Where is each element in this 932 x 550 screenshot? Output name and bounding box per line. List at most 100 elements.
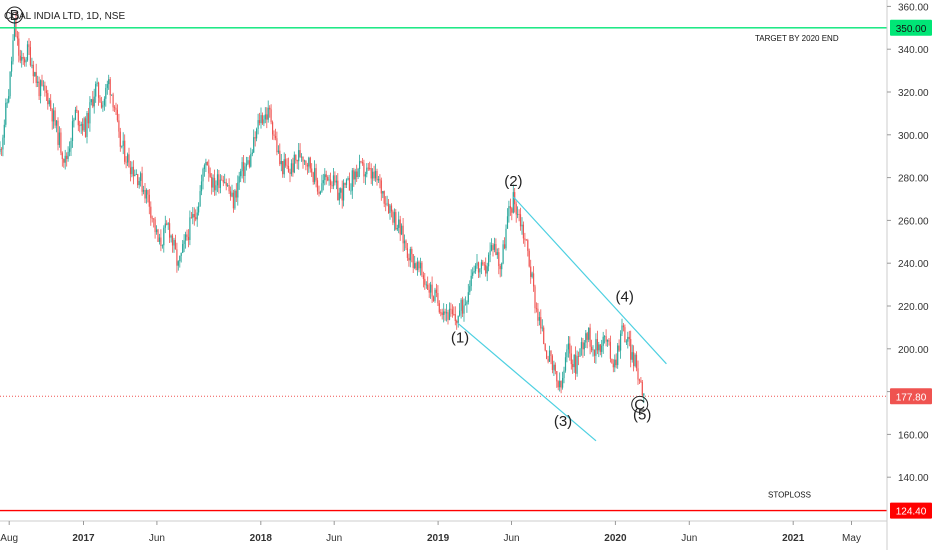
candle-body [611,358,613,364]
candle-body [398,219,400,228]
candle-body [417,261,419,271]
candle-body [427,284,429,290]
candle-body [231,192,233,197]
candle-body [250,154,252,167]
candle-body [154,219,156,233]
candle-body [434,289,436,301]
candle-body [454,314,456,321]
candle-body [451,309,453,314]
candle-body [145,189,147,199]
candle-body [93,96,95,107]
candle-body [383,191,385,204]
time-axis[interactable]: Aug 2017 Jun 2018 Jun 2019 Jun 2020 Jun 2021 May [0,520,887,544]
candle-body [511,208,513,213]
candle-body [182,244,184,253]
candle-body [496,252,498,255]
candle-body [61,152,63,159]
candle-body [89,102,91,124]
candle-body [113,107,116,109]
candle-body [171,235,174,246]
candle-body [258,120,261,124]
candle-body [318,191,320,194]
candle-body [2,137,4,150]
candle-body [517,214,519,215]
candle-body [157,229,159,242]
candle-body [290,163,292,175]
candle-body [403,240,406,244]
candle-body [373,171,375,179]
candle-body [243,162,245,176]
candle-body [57,120,59,145]
horizontal-lines: TARGET BY 2020 END STOPLOSS [0,27,887,512]
candle-body [592,349,594,351]
candle-body [476,262,478,266]
candle-body [111,94,113,96]
candle-body [209,173,211,177]
candle-body [606,339,609,342]
candle-body [625,341,627,343]
candle-body [205,162,207,166]
candle-body [575,354,577,374]
candle-body [67,151,69,159]
candle-body [48,100,50,105]
candle-body [335,180,337,183]
candle-body [285,159,287,166]
channel-line[interactable] [457,322,597,442]
candle-body [100,102,103,108]
candle-body [621,325,623,334]
candle-body [3,124,5,138]
candle-body [309,157,311,169]
y-tick-label: 360.00 [898,2,929,13]
candle-body [218,174,220,188]
candle-body [193,214,195,218]
channel-line[interactable] [512,196,667,365]
candle-body [411,249,413,255]
candle-body [351,170,353,191]
candle-body [482,262,484,265]
candle-body [628,336,630,340]
candle-body [92,99,94,107]
candle-body [564,357,567,371]
price-badges: 350.00 177.80 124.40 [890,19,932,519]
candle-body [353,170,355,180]
x-tick-label: 2021 [782,533,805,544]
candle-body [203,165,205,169]
candle-body [522,224,524,239]
candle-body [206,162,208,166]
candle-body [618,345,620,351]
candle-body [73,119,75,122]
candle-body [551,355,553,370]
candle-body [380,180,382,194]
candle-body [486,266,488,274]
candle-body [469,286,471,293]
candle-body [395,212,397,230]
candle-body [525,239,527,241]
candle-body [557,381,559,388]
x-tick-label: Jun [503,533,519,544]
y-tick-label: 340.00 [898,45,929,56]
candle-body [615,359,617,366]
candle-body [224,182,226,184]
candle-body [272,122,274,135]
candle-body [341,188,343,201]
candle-body [141,173,143,192]
candle-body [334,175,336,183]
candle-body [240,171,242,177]
candle-body [483,264,485,266]
x-tick-label: 2018 [250,533,273,544]
candle-body [588,327,590,340]
candle-body [105,87,107,99]
price-axis[interactable]: 140.00160.00180.00200.00220.00240.00260.… [887,2,929,484]
candle-body [122,140,124,146]
chart-title: COAL INDIA LTD, 1D, NSE [4,11,125,22]
candle-body [225,182,227,186]
candle-body [463,305,465,314]
candle-body [253,137,255,153]
candle-body [509,206,511,209]
candle-body [414,263,416,268]
candle-body [131,166,133,175]
candle-body [448,308,451,320]
candle-body [340,188,342,193]
candle-body [374,171,377,179]
price-candles [0,12,645,404]
